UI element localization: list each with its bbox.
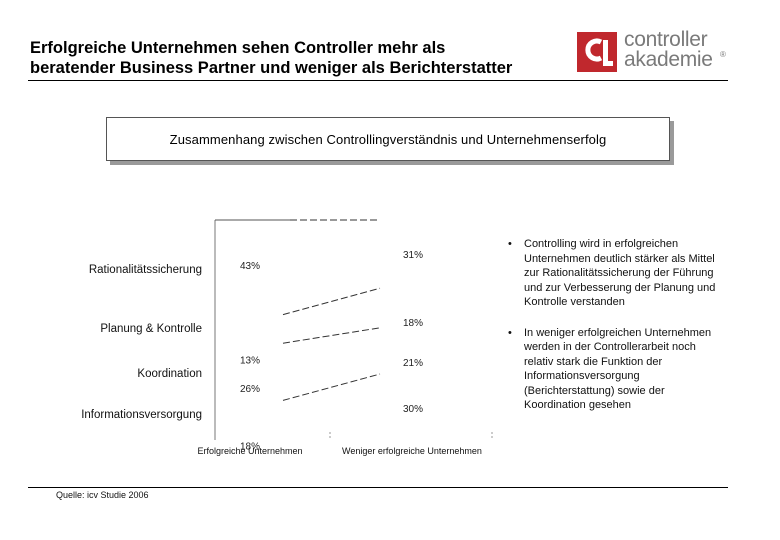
subtitle-text: Zusammenhang zwischen Controllingverstän… [169, 131, 607, 147]
bullet-marker: • [508, 326, 512, 339]
comparison-chart-svg: 43% 13% 26% 18% 31% 18% 21% 30% Rationalitätssic… [81, 219, 493, 456]
segment-value-label: 18% [403, 318, 423, 329]
logo-mark-icon [577, 32, 617, 72]
category-label: Koordination [137, 368, 202, 380]
finding-item: • In weniger erfolgreichen Unternehmen w… [506, 326, 726, 413]
category-label: Rationalitätssicherung [89, 264, 202, 276]
finding-text: Controlling wird in erfolgreichen Untern… [524, 238, 716, 308]
category-label: Planung & Kontrolle [100, 323, 202, 335]
registered-mark: ® [720, 50, 726, 59]
bullet-marker: • [508, 238, 512, 250]
series-axis-label: Erfolgreiche Unternehmen [197, 446, 302, 456]
logo-line-2: akademie [624, 48, 713, 71]
comparison-chart: 43% 13% 26% 18% 31% 18% 21% 30% Rationalitätssic… [0, 200, 500, 460]
segment-value-label: 26% [240, 384, 260, 395]
source-note: Quelle: icv Studie 2006 [56, 490, 149, 500]
finding-text: In weniger erfolgreichen Unternehmen wer… [524, 326, 712, 412]
subtitle-box: Zusammenhang zwischen Controllingverstän… [106, 117, 670, 161]
slide-title-line-1: Erfolgreiche Unternehmen sehen Controlle… [30, 39, 446, 57]
segment-connector [282, 373, 381, 401]
findings-list: • Controlling wird in erfolgreichen Unte… [506, 237, 726, 429]
segment-value-label: 18% [240, 441, 260, 452]
segment-value-label: 43% [240, 261, 260, 272]
segment-value-label: 21% [403, 358, 423, 369]
segment-connector [282, 287, 381, 316]
finding-item: • Controlling wird in erfolgreichen Unte… [506, 237, 726, 310]
logo-wordmark: controller akademie [624, 28, 713, 71]
segment-value-label: 31% [403, 250, 423, 261]
controller-akademie-logo: controller akademie ® [577, 28, 732, 74]
slide-title-line-2: beratender Business Partner und weniger … [30, 59, 513, 77]
header-divider [28, 80, 728, 81]
logo-line-1: controller [624, 28, 708, 51]
footer-divider [28, 487, 728, 488]
segment-value-label: 30% [403, 404, 423, 415]
segment-connector [282, 327, 381, 344]
segment-value-label: 13% [240, 356, 260, 367]
slide-title: Erfolgreiche Unternehmen sehen Controlle… [30, 38, 570, 78]
series-axis-label: Weniger erfolgreiche Unternehmen [342, 446, 482, 456]
category-label: Informationsversorgung [81, 409, 202, 421]
